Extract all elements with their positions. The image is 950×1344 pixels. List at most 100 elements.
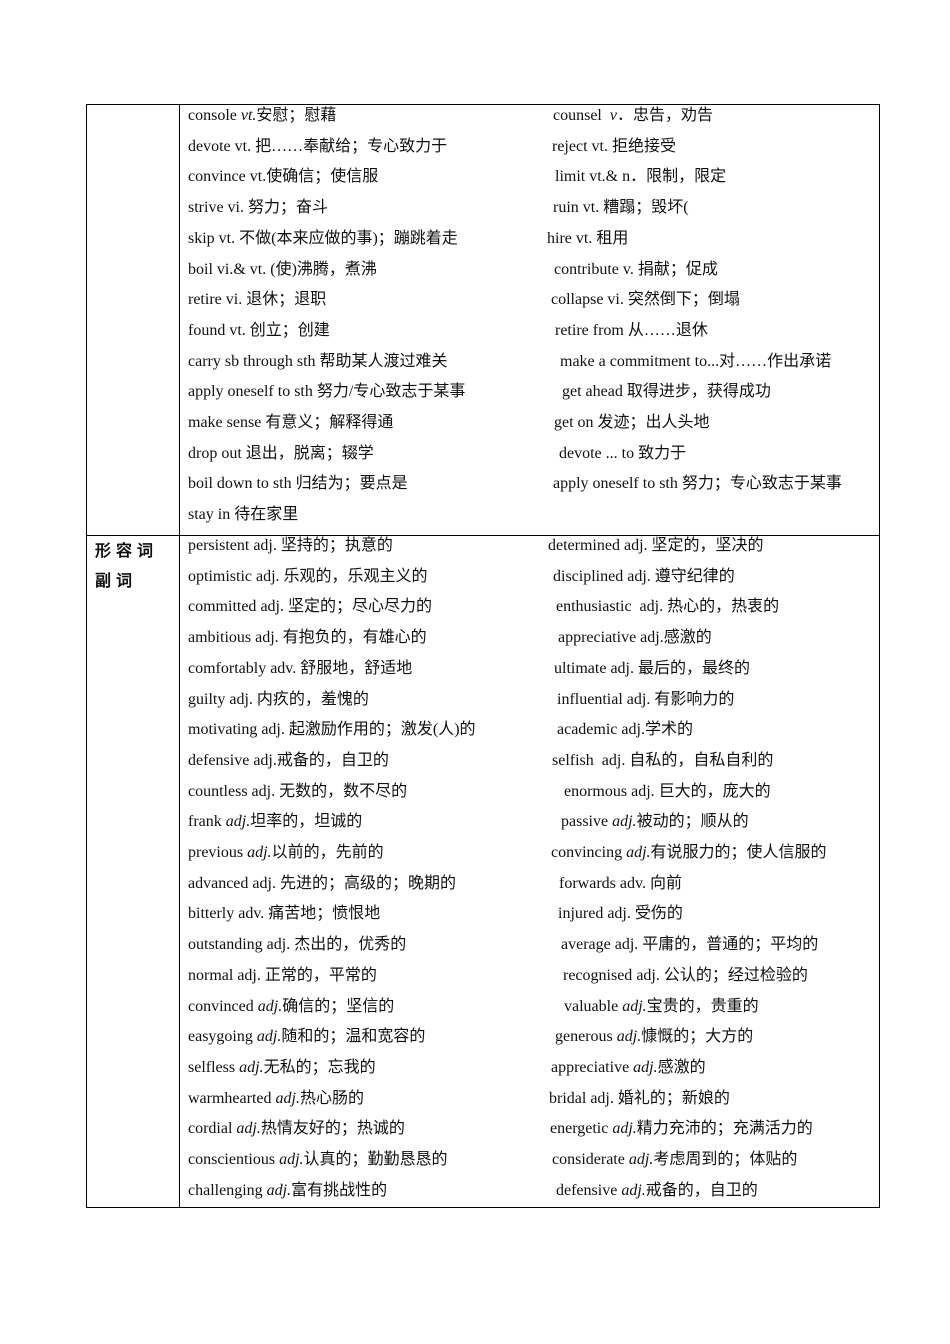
vocab-entry: get on 发迹；出人头地 — [554, 413, 710, 433]
entry-part-of-speech: adj. — [260, 598, 288, 616]
vocab-entry: frank adj.坦率的，坦诚的 — [188, 812, 362, 832]
vocab-entry: easygoing adj.随和的；温和宽容的 — [188, 1027, 425, 1047]
entry-part-of-speech: adj. — [639, 598, 668, 616]
vocab-entry: limit vt.& n．限制，限定 — [555, 167, 726, 187]
vocab-entry: counsel v．忠告，劝告 — [553, 106, 713, 126]
entry-meaning: 认真的；勤勤恳恳的 — [303, 1151, 448, 1168]
entry-meaning: ．忠告，劝告 — [616, 107, 713, 124]
entry-part-of-speech: adj. — [255, 629, 283, 647]
entry-meaning: 被动的；顺从的 — [636, 813, 749, 831]
entry-part-of-speech: adj. — [628, 1151, 654, 1168]
vocab-entry: contribute v. 捐献；促成 — [554, 260, 718, 280]
entry-word: advanced — [188, 874, 253, 892]
entry-part-of-speech: v — [609, 107, 617, 124]
entry-meaning: 取得进步，获得成功 — [626, 383, 771, 401]
entry-meaning: 坚定的；尽心尽力的 — [287, 598, 432, 616]
entry-word: easygoing — [188, 1028, 257, 1046]
entry-word: bridal — [549, 1089, 591, 1107]
entry-meaning: 热心肠的 — [299, 1089, 364, 1107]
entry-meaning: 受伤的 — [634, 905, 683, 923]
entry-meaning: 无数的，数不尽的 — [279, 782, 408, 800]
vocab-entry: defensive adj.戒备的，自卫的 — [188, 751, 389, 771]
entry-part-of-speech: vi.& vt. — [216, 260, 271, 278]
entry-part-of-speech: adv. — [238, 905, 269, 923]
vocab-entry: collapse vi. 突然倒下；倒塌 — [551, 290, 740, 310]
entry-word: found — [188, 321, 230, 339]
entry-meaning: 热情友好的；热诚的 — [260, 1120, 405, 1138]
entry-part-of-speech: adj. — [633, 1058, 658, 1076]
entry-word: appreciative — [551, 1058, 634, 1076]
entry-meaning: 努力/专心致志于某事 — [316, 383, 466, 401]
entry-meaning: 无私的；忘我的 — [263, 1058, 376, 1076]
vocab-entry: guilty adj. 内疚的，羞愧的 — [188, 690, 369, 710]
entry-word: boil down to sth — [188, 475, 296, 493]
entry-meaning: 向前 — [649, 874, 682, 892]
entry-word: generous — [555, 1028, 617, 1046]
vocab-entry: ultimate adj. 最后的，最终的 — [554, 659, 750, 679]
entry-word: convinced — [188, 997, 258, 1015]
entry-part-of-speech: adj. — [253, 751, 277, 769]
vocab-entry: selfish adj. 自私的，自私自利的 — [552, 751, 773, 771]
entry-part-of-speech: vt. — [229, 321, 250, 339]
entry-meaning: 以前的，先前的 — [271, 844, 384, 861]
vocab-entry: defensive adj.戒备的，自卫的 — [556, 1181, 758, 1201]
entry-part-of-speech: adj. — [236, 1120, 261, 1138]
entry-part-of-speech: adj. — [279, 1151, 304, 1168]
entry-part-of-speech: adj. — [636, 966, 664, 984]
entry-part-of-speech: adj. — [251, 782, 280, 800]
vocab-entry: skip vt. 不做(本来应做的事)；蹦跳着走 — [188, 229, 458, 249]
vocab-entry: retire vi. 退休；退职 — [188, 290, 326, 310]
entry-word: comfortably — [188, 659, 271, 677]
entry-meaning: 突然倒下；倒塌 — [627, 291, 740, 309]
entry-word: devote ... to — [559, 444, 639, 462]
entry-meaning: 待在家里 — [234, 506, 299, 524]
entry-word: injured — [558, 905, 608, 923]
vocab-entry: console vt.安慰；慰藉 — [188, 106, 336, 126]
entry-part-of-speech: vi. — [227, 199, 248, 217]
vocab-entry: persistent adj. 坚持的；执意的 — [188, 536, 393, 556]
entry-part-of-speech: adj. — [590, 1089, 618, 1107]
entry-part-of-speech: adj. — [247, 844, 272, 861]
entry-word: considerate — [552, 1151, 629, 1168]
entry-word: get ahead — [562, 383, 627, 401]
vocab-entry: apply oneself to sth 努力/专心致志于某事 — [188, 382, 465, 402]
entry-part-of-speech: adj. — [266, 1181, 292, 1199]
entry-word: persistent — [188, 537, 254, 554]
vocab-entry: average adj. 平庸的，普通的；平均的 — [561, 935, 818, 955]
entry-meaning: 努力；奋斗 — [248, 199, 329, 217]
entry-meaning: 精力充沛的；充满活力的 — [636, 1120, 813, 1138]
vocab-entry: found vt. 创立；创建 — [188, 321, 330, 341]
vocab-entry: cordial adj.热情友好的；热诚的 — [188, 1119, 405, 1139]
entry-word: bitterly — [188, 905, 239, 923]
vocab-entry: convinced adj.确信的；坚信的 — [188, 997, 394, 1017]
vocab-entry: countless adj. 无数的，数不尽的 — [188, 782, 407, 802]
vocab-entry: ruin vt. 糟蹋；毁坏( — [553, 198, 689, 218]
vocab-entry: retire from 从……退休 — [555, 321, 708, 341]
entry-meaning: 致力于 — [638, 444, 687, 462]
vocab-entry: advanced adj. 先进的；高级的；晚期的 — [188, 874, 456, 894]
entry-word: collapse — [551, 291, 608, 309]
entry-word: selfless — [188, 1058, 240, 1076]
entry-part-of-speech: adj. — [612, 1120, 637, 1138]
entry-word: drop out — [188, 444, 246, 462]
vocab-entry: selfless adj.无私的；忘我的 — [188, 1058, 376, 1078]
vocab-entry: considerate adj.考虑周到的；体贴的 — [552, 1150, 797, 1170]
entry-meaning: 痛苦地；愤恨地 — [268, 905, 381, 923]
entry-part-of-speech: adj. — [623, 537, 652, 554]
entry-meaning: 宝贵的，贵重的 — [646, 997, 759, 1015]
entry-word: passive — [561, 813, 613, 831]
entry-word: convince — [188, 168, 250, 186]
vocab-entry: influential adj. 有影响力的 — [557, 690, 734, 710]
entry-word: ambitious — [188, 629, 256, 647]
entry-meaning: 巨大的，庞大的 — [658, 782, 771, 800]
entry-part-of-speech: adj. — [622, 997, 647, 1015]
entry-word: optimistic — [188, 567, 256, 585]
entry-meaning: 确信的；坚信的 — [282, 997, 395, 1015]
entry-word: enormous — [564, 782, 632, 800]
entry-word: skip — [188, 229, 219, 247]
entry-meaning: 坦率的，坦诚的 — [250, 813, 363, 831]
entry-meaning: 感激的 — [657, 1058, 706, 1076]
entry-part-of-speech: adj. — [253, 537, 281, 554]
entry-word: conscientious — [188, 1151, 280, 1168]
vocab-entry: get ahead 取得进步，获得成功 — [562, 382, 771, 402]
